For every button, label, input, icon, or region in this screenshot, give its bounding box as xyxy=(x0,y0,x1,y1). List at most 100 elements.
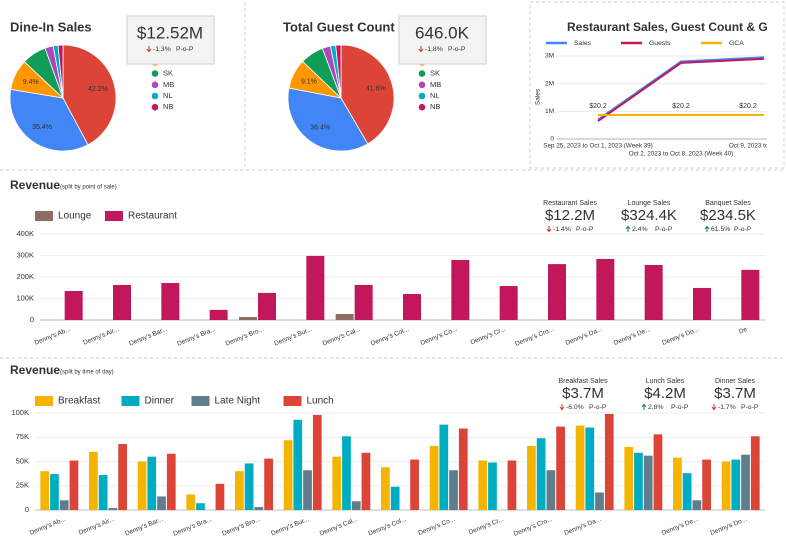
bar xyxy=(556,426,565,510)
trend-arrow xyxy=(559,404,565,411)
legend-label: NL xyxy=(163,91,173,100)
y-tick-label: 25K xyxy=(16,481,29,490)
bar xyxy=(166,453,176,510)
legend-label: MB xyxy=(430,80,441,89)
bar xyxy=(332,456,342,510)
bar xyxy=(98,475,108,510)
scorecard-value: 646.0K xyxy=(415,23,470,42)
bar xyxy=(439,424,449,510)
x-tick-label: Denny's Cal... xyxy=(319,516,359,538)
bar xyxy=(721,461,731,510)
bar xyxy=(108,508,118,510)
scorecard-value: $3.7M xyxy=(714,385,756,402)
scorecard-label: Lunch Sales xyxy=(646,378,685,385)
bar xyxy=(118,444,127,510)
slice-label: 9.4% xyxy=(23,79,39,86)
bar xyxy=(137,461,147,510)
pie-slice xyxy=(9,88,89,152)
bar xyxy=(50,474,59,510)
bar xyxy=(546,470,556,510)
y-tick-label: 2M xyxy=(545,80,554,87)
legend-swatch xyxy=(121,396,140,406)
x-tick-label: Denny's Cro... xyxy=(514,326,555,348)
legend-label: NB xyxy=(430,102,440,111)
legend-swatch xyxy=(151,103,159,111)
trend-arrow xyxy=(711,404,717,411)
bar xyxy=(59,500,69,510)
bar xyxy=(293,419,303,510)
bar xyxy=(196,503,205,510)
legend-label: Guests xyxy=(649,40,671,47)
scorecard-change: -1.4% xyxy=(553,226,571,233)
series-line xyxy=(597,56,765,121)
x-tick-label: Denny's Da... xyxy=(565,326,604,347)
y-tick-label: 200K xyxy=(16,272,34,281)
chart-subtitle: (split by time of day) xyxy=(60,370,114,376)
x-tick-label: Denny's Col... xyxy=(370,326,410,348)
scorecard-period: P-o-P xyxy=(734,226,752,233)
scorecard-box xyxy=(398,15,487,65)
x-tick-label: Denny's De... xyxy=(613,326,652,347)
y-tick-label: 100K xyxy=(16,293,34,302)
legend-label: NB xyxy=(163,102,173,111)
x-tick-label: Denny's Bro... xyxy=(225,326,265,348)
bar xyxy=(604,413,614,510)
x-tick-label: Denny's Do... xyxy=(661,326,700,347)
scorecard-change: 2.8% xyxy=(648,404,664,411)
legend-label: MB xyxy=(163,80,174,89)
chart-title: Revenue xyxy=(10,363,60,377)
bar xyxy=(283,440,293,510)
x-tick-label: Denny's Co... xyxy=(420,326,459,347)
bar xyxy=(254,507,264,510)
bar xyxy=(209,309,228,320)
scorecard-change: -6.0% xyxy=(566,404,584,411)
legend-label: NL xyxy=(430,91,440,100)
bar xyxy=(693,287,711,320)
scorecard-period: P-o-P xyxy=(176,46,194,53)
x-tick-label: Denny's Ab... xyxy=(34,326,72,347)
bar xyxy=(596,258,615,320)
pie-slice xyxy=(335,44,342,99)
x-tick-label: Denny's Cro... xyxy=(513,516,554,538)
legend-swatch xyxy=(105,211,123,221)
legend-label: Lunch xyxy=(307,396,334,407)
y-tick-label: 0 xyxy=(550,136,554,143)
bar xyxy=(390,486,400,510)
trend-arrow xyxy=(625,225,631,232)
bar xyxy=(354,284,373,320)
bar xyxy=(527,445,536,510)
slice-label: 41.6% xyxy=(366,85,386,92)
trend-arrow xyxy=(146,46,152,53)
x-tick-label: Denny's Bra... xyxy=(172,516,212,538)
pie-slice xyxy=(340,44,395,145)
legend-swatch xyxy=(151,70,159,77)
legend-swatch xyxy=(283,396,302,406)
x-tick-label: Denny's Col... xyxy=(367,516,407,538)
chart-title: Revenue xyxy=(10,178,60,192)
x-tick-label: Denny's De... xyxy=(661,516,700,537)
scorecard-change: 2.4% xyxy=(632,226,648,233)
x-tick-label: Oct 2, 2023 to Oct 8, 2023 (Week 40) xyxy=(629,151,734,158)
x-tick-label: Denny's Cal... xyxy=(322,326,362,348)
slice-label: 35.4% xyxy=(32,124,52,131)
bar xyxy=(750,436,760,510)
bar xyxy=(40,471,50,510)
y-tick-label: 3M xyxy=(545,53,554,60)
scorecard-value: $12.2M xyxy=(545,207,595,224)
bar xyxy=(585,427,595,510)
legend-swatch xyxy=(418,92,426,100)
legend-label: SK xyxy=(430,69,440,78)
slice-label: 36.4% xyxy=(310,124,330,131)
scorecard-period: P-o-P xyxy=(671,404,689,411)
bar xyxy=(429,445,439,510)
y-axis-label: Sales xyxy=(535,88,542,105)
scorecard-label: Dinner Sales xyxy=(715,378,756,385)
bar xyxy=(575,425,585,510)
scorecard-value: $3.7M xyxy=(562,385,604,402)
trend-arrow xyxy=(704,225,710,232)
bar xyxy=(499,286,518,320)
legend-swatch xyxy=(35,211,53,221)
x-tick-label: Denny's Bro... xyxy=(221,516,261,538)
data-label: $20.2 xyxy=(739,103,757,110)
